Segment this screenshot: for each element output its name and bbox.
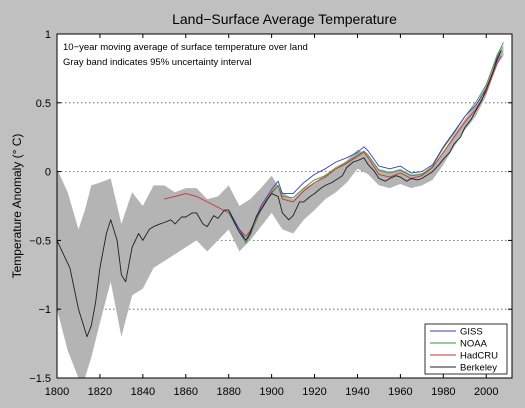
annotation-line-2: Gray band indicates 95% uncertainty inte… — [63, 57, 252, 68]
x-tick-label: 1960 — [388, 386, 412, 398]
legend: GISS NOAA HadCRU Berkeley — [424, 323, 508, 375]
y-tick-label: −1.5 — [29, 373, 51, 385]
x-tick-label: 1920 — [302, 386, 326, 398]
x-tick-label: 1800 — [45, 386, 69, 398]
series-line-berkeley — [56, 50, 502, 338]
chart-title: Land−Surface Average Temperature — [172, 11, 397, 27]
y-tick-label: 1 — [45, 29, 51, 41]
y-tick-labels: −1.5 −1 −0.5 0 0.5 1 — [29, 29, 51, 385]
x-tick-label: 1860 — [174, 386, 198, 398]
uncertainty-band-area — [57, 45, 504, 378]
legend-box — [424, 323, 508, 375]
series-line-hadcru — [164, 55, 502, 237]
y-tick-label: 0 — [45, 167, 51, 179]
x-tick-labels: 1800 1820 1840 1860 1880 1900 1920 1940 1960 1980… — [45, 386, 499, 398]
series-lines — [56, 42, 504, 338]
legend-label-berkeley: Berkeley — [460, 363, 497, 374]
x-tick-label: 1980 — [431, 386, 455, 398]
y-tick-label: −1 — [38, 304, 51, 316]
legend-label-giss: GISS — [460, 327, 483, 338]
x-tick-label: 1940 — [345, 386, 369, 398]
plot-frame — [56, 33, 513, 379]
legend-label-hadcru: HadCRU — [460, 351, 498, 362]
x-tick-label: 1820 — [88, 386, 112, 398]
x-tick-label: 2000 — [474, 386, 498, 398]
legend-label-noaa: NOAA — [460, 339, 488, 350]
y-axis-label: Temperature Anomaly (° C) — [10, 134, 24, 279]
x-tick-label: 1880 — [216, 386, 240, 398]
uncertainty-band — [57, 45, 504, 378]
axis-ticks — [56, 33, 512, 379]
series-line-giss — [228, 50, 502, 241]
y-tick-label: 0.5 — [36, 98, 51, 110]
annotation-line-1: 10−year moving average of surface temper… — [63, 42, 308, 53]
y-tick-label: −0.5 — [29, 235, 51, 247]
x-tick-label: 1840 — [131, 386, 155, 398]
x-tick-label: 1900 — [259, 386, 283, 398]
